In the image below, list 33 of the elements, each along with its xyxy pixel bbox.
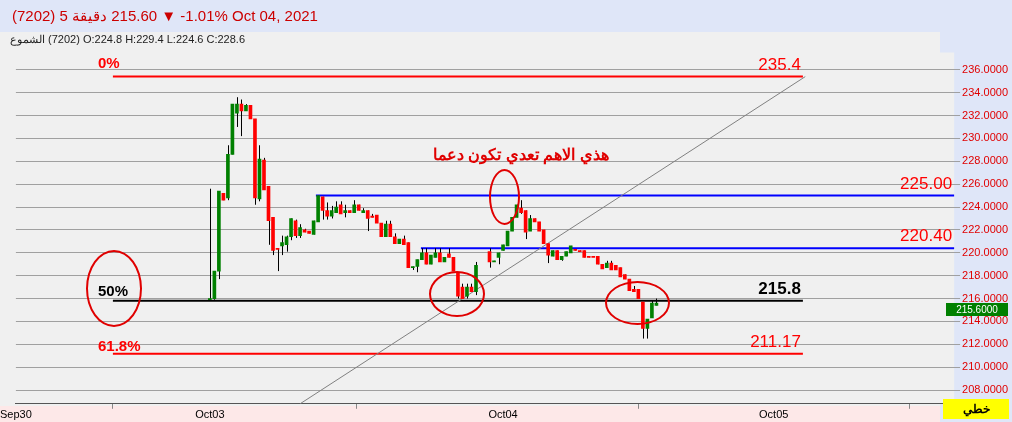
annotation: هذي الاهم تعدي تكون دعما — [433, 145, 609, 164]
y-tick-label: 218.0000 — [962, 268, 1009, 281]
y-tick-label: 208.0000 — [962, 383, 1009, 396]
y-tick-label: 232.0000 — [962, 108, 1009, 121]
y-tick-label: 234.0000 — [962, 85, 1009, 98]
y-tick-label: 214.0000 — [962, 314, 1009, 327]
y-tick-label: 236.0000 — [962, 62, 1009, 75]
ref-line-label: 215.8 — [758, 279, 801, 299]
x-tick-label: Oct05 — [759, 408, 789, 421]
annotation: 61.8% — [98, 337, 141, 354]
ref-line-label: 211.17 — [750, 332, 801, 351]
candlestick — [280, 235, 284, 256]
annotation: 0% — [98, 54, 120, 71]
y-tick-label: 230.0000 — [962, 131, 1009, 144]
ref-line-label: 225.00 — [900, 173, 953, 193]
scale-button: خطي — [943, 399, 1009, 419]
annotation: 50% — [98, 282, 129, 299]
y-tick-label: 212.0000 — [962, 337, 1009, 350]
y-tick-label: 226.0000 — [962, 177, 1009, 190]
y-tick-label: 222.0000 — [962, 222, 1009, 235]
y-tick-label: 220.0000 — [962, 245, 1009, 258]
y-tick-label: 228.0000 — [962, 154, 1009, 167]
x-tick-label: Sep30 — [0, 408, 32, 421]
price-tag: 215.6000 — [946, 303, 1008, 316]
ref-line-label: 220.40 — [900, 226, 953, 246]
y-tick-label: 216.0000 — [962, 291, 1009, 304]
y-tick-label: 210.0000 — [962, 360, 1009, 373]
ref-line-label: 235.4 — [758, 54, 801, 74]
y-tick-label: 224.0000 — [962, 200, 1009, 213]
candlestick — [289, 217, 293, 241]
x-tick-label: Oct04 — [488, 408, 518, 421]
x-tick-label: Oct03 — [195, 408, 225, 421]
candlestick — [456, 272, 460, 300]
